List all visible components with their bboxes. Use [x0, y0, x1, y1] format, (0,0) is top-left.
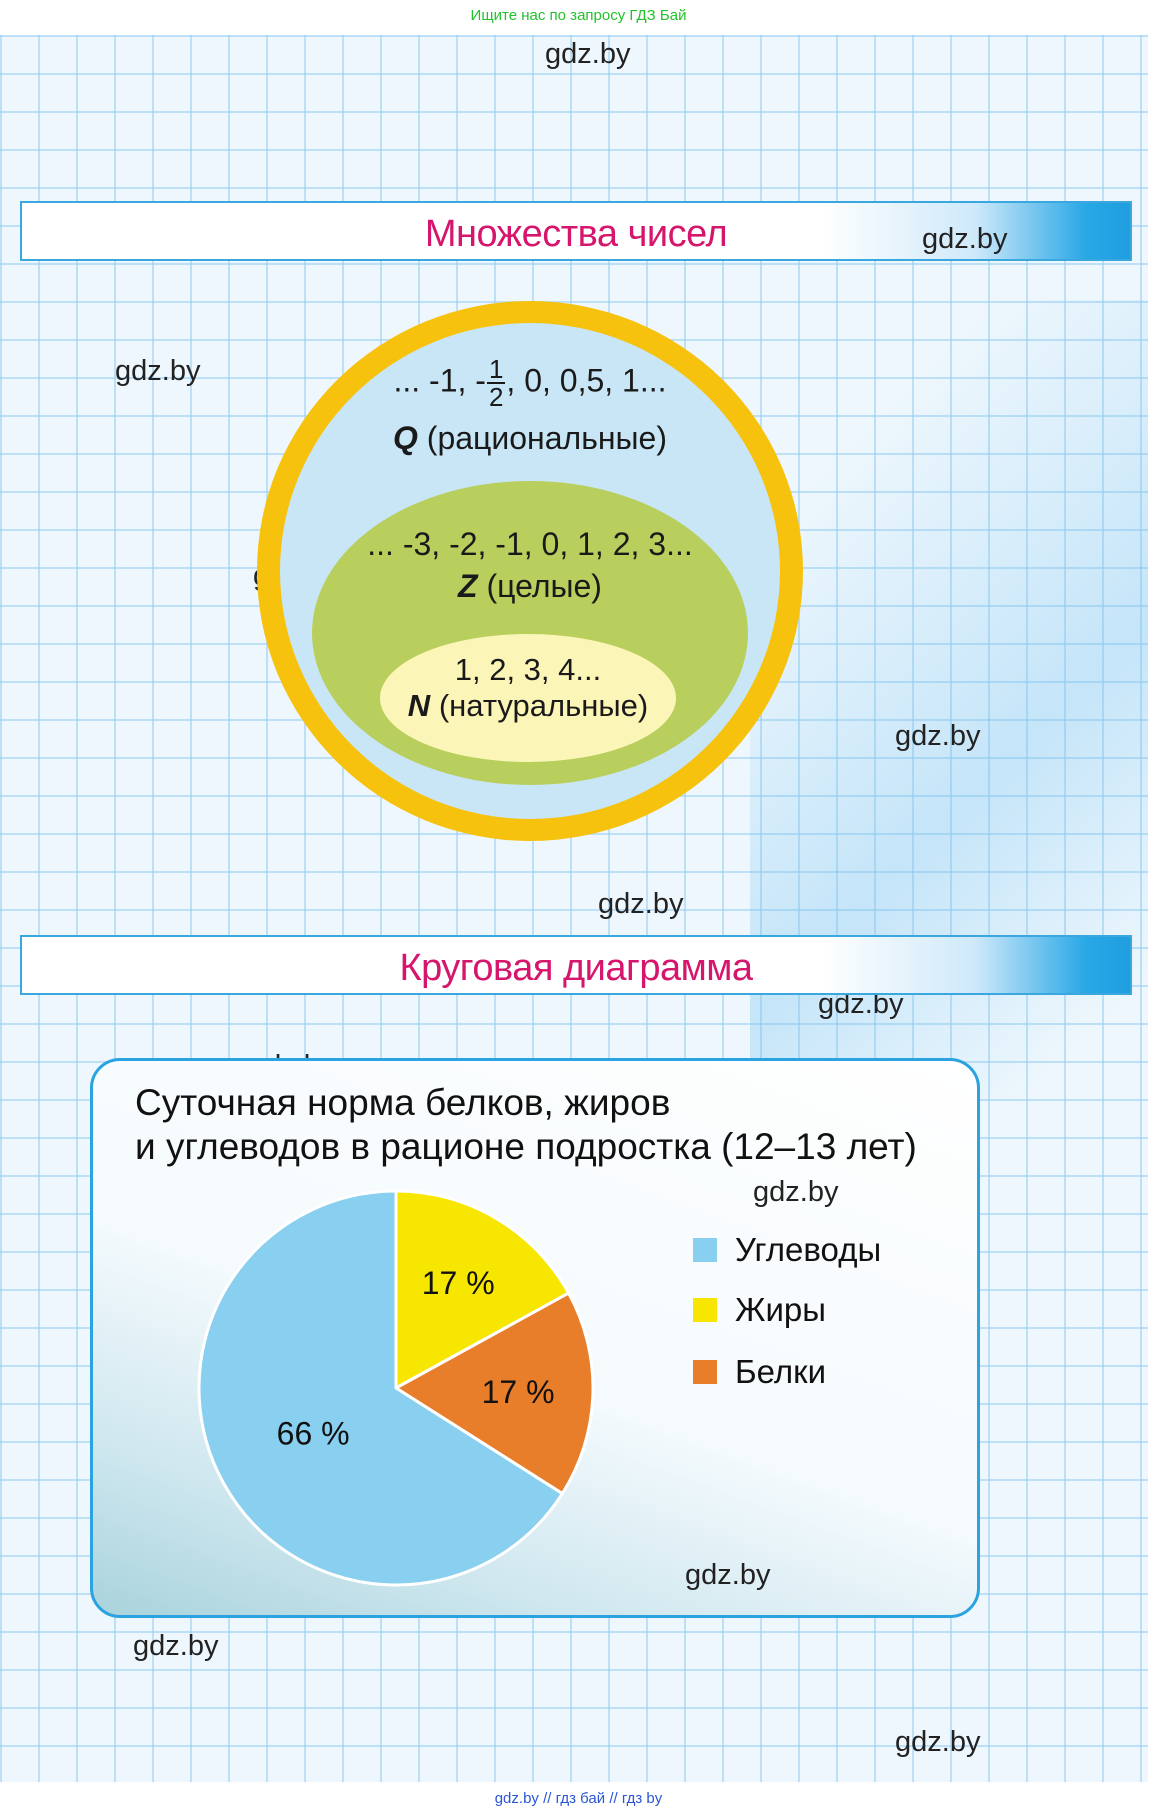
integer-examples: ... -3, -2, -1, 0, 1, 2, 3...	[367, 526, 693, 562]
natural-set	[380, 634, 676, 762]
legend-label: Углеводы	[735, 1231, 882, 1268]
watermark: gdz.by	[133, 1630, 219, 1662]
bottom-note: gdz.by // гдз бай // гдз by	[494, 1790, 663, 1807]
pie-data-label: 17 %	[482, 1374, 555, 1410]
legend-label: Белки	[735, 1353, 827, 1390]
legend-swatch	[693, 1298, 717, 1322]
watermark: gdz.by	[685, 1559, 771, 1591]
natural-name: (натуральные)	[438, 688, 649, 723]
pie-slice-1	[393, 1291, 595, 1496]
watermark: gdz.by	[922, 223, 1008, 255]
top-note: Ищите нас по запросу ГДЗ Бай	[470, 7, 687, 24]
sets-banner: Множества чисел gdz.by	[20, 201, 1132, 261]
chart-title-line-1: Суточная норма белков, жиров	[135, 1082, 671, 1123]
pie-slice-2	[197, 1189, 565, 1587]
watermark: gdz.by	[895, 1726, 981, 1758]
rational-label: Q (рациональные)	[330, 420, 730, 457]
legend-swatch	[693, 1360, 717, 1384]
chart-panel: Суточная норма белков, жиров и углеводов…	[90, 1058, 980, 1618]
chart-title: Суточная норма белков, жиров и углеводов…	[135, 1081, 917, 1169]
natural-symbol: N	[407, 688, 431, 723]
pie-banner: Круговая диаграмма	[20, 935, 1132, 995]
legend-label: Жиры	[735, 1291, 826, 1328]
watermark: gdz.by	[545, 38, 631, 70]
watermark: gdz.by	[895, 720, 981, 752]
pie-data-label: 17 %	[422, 1265, 495, 1301]
chart-title-line-2: и углеводов в рационе подростка (12–13 л…	[135, 1126, 917, 1167]
rational-name: (рациональные)	[426, 420, 667, 456]
natural-examples: 1, 2, 3, 4...	[454, 652, 602, 687]
legend-swatch	[693, 1238, 717, 1262]
number-sets-diagram	[257, 301, 803, 841]
integer-name: (целые)	[486, 568, 602, 604]
pie-slice-0	[394, 1189, 571, 1391]
rational-symbol: Q	[393, 420, 418, 456]
pie-data-label: 66 %	[277, 1416, 350, 1452]
sets-title: Множества чисел	[424, 213, 728, 255]
watermark: gdz.by	[598, 888, 684, 920]
watermark: gdz.by	[753, 1176, 839, 1208]
fraction-numerator: 1	[486, 354, 506, 384]
fraction-denominator: 2	[488, 382, 504, 412]
pie-chart: 17 % 17 % 66 %	[197, 1189, 595, 1587]
integer-symbol: Z	[458, 568, 478, 604]
rational-examples-end: , 0, 0,5, 1...	[506, 362, 667, 399]
watermark: gdz.by	[115, 355, 201, 387]
natural-label: N (натуральные)	[330, 688, 726, 724]
rational-examples-start: ... -1, -	[393, 362, 486, 399]
pie-section-title: Круговая диаграмма	[399, 947, 753, 989]
integer-label: Z (целые)	[330, 568, 730, 605]
